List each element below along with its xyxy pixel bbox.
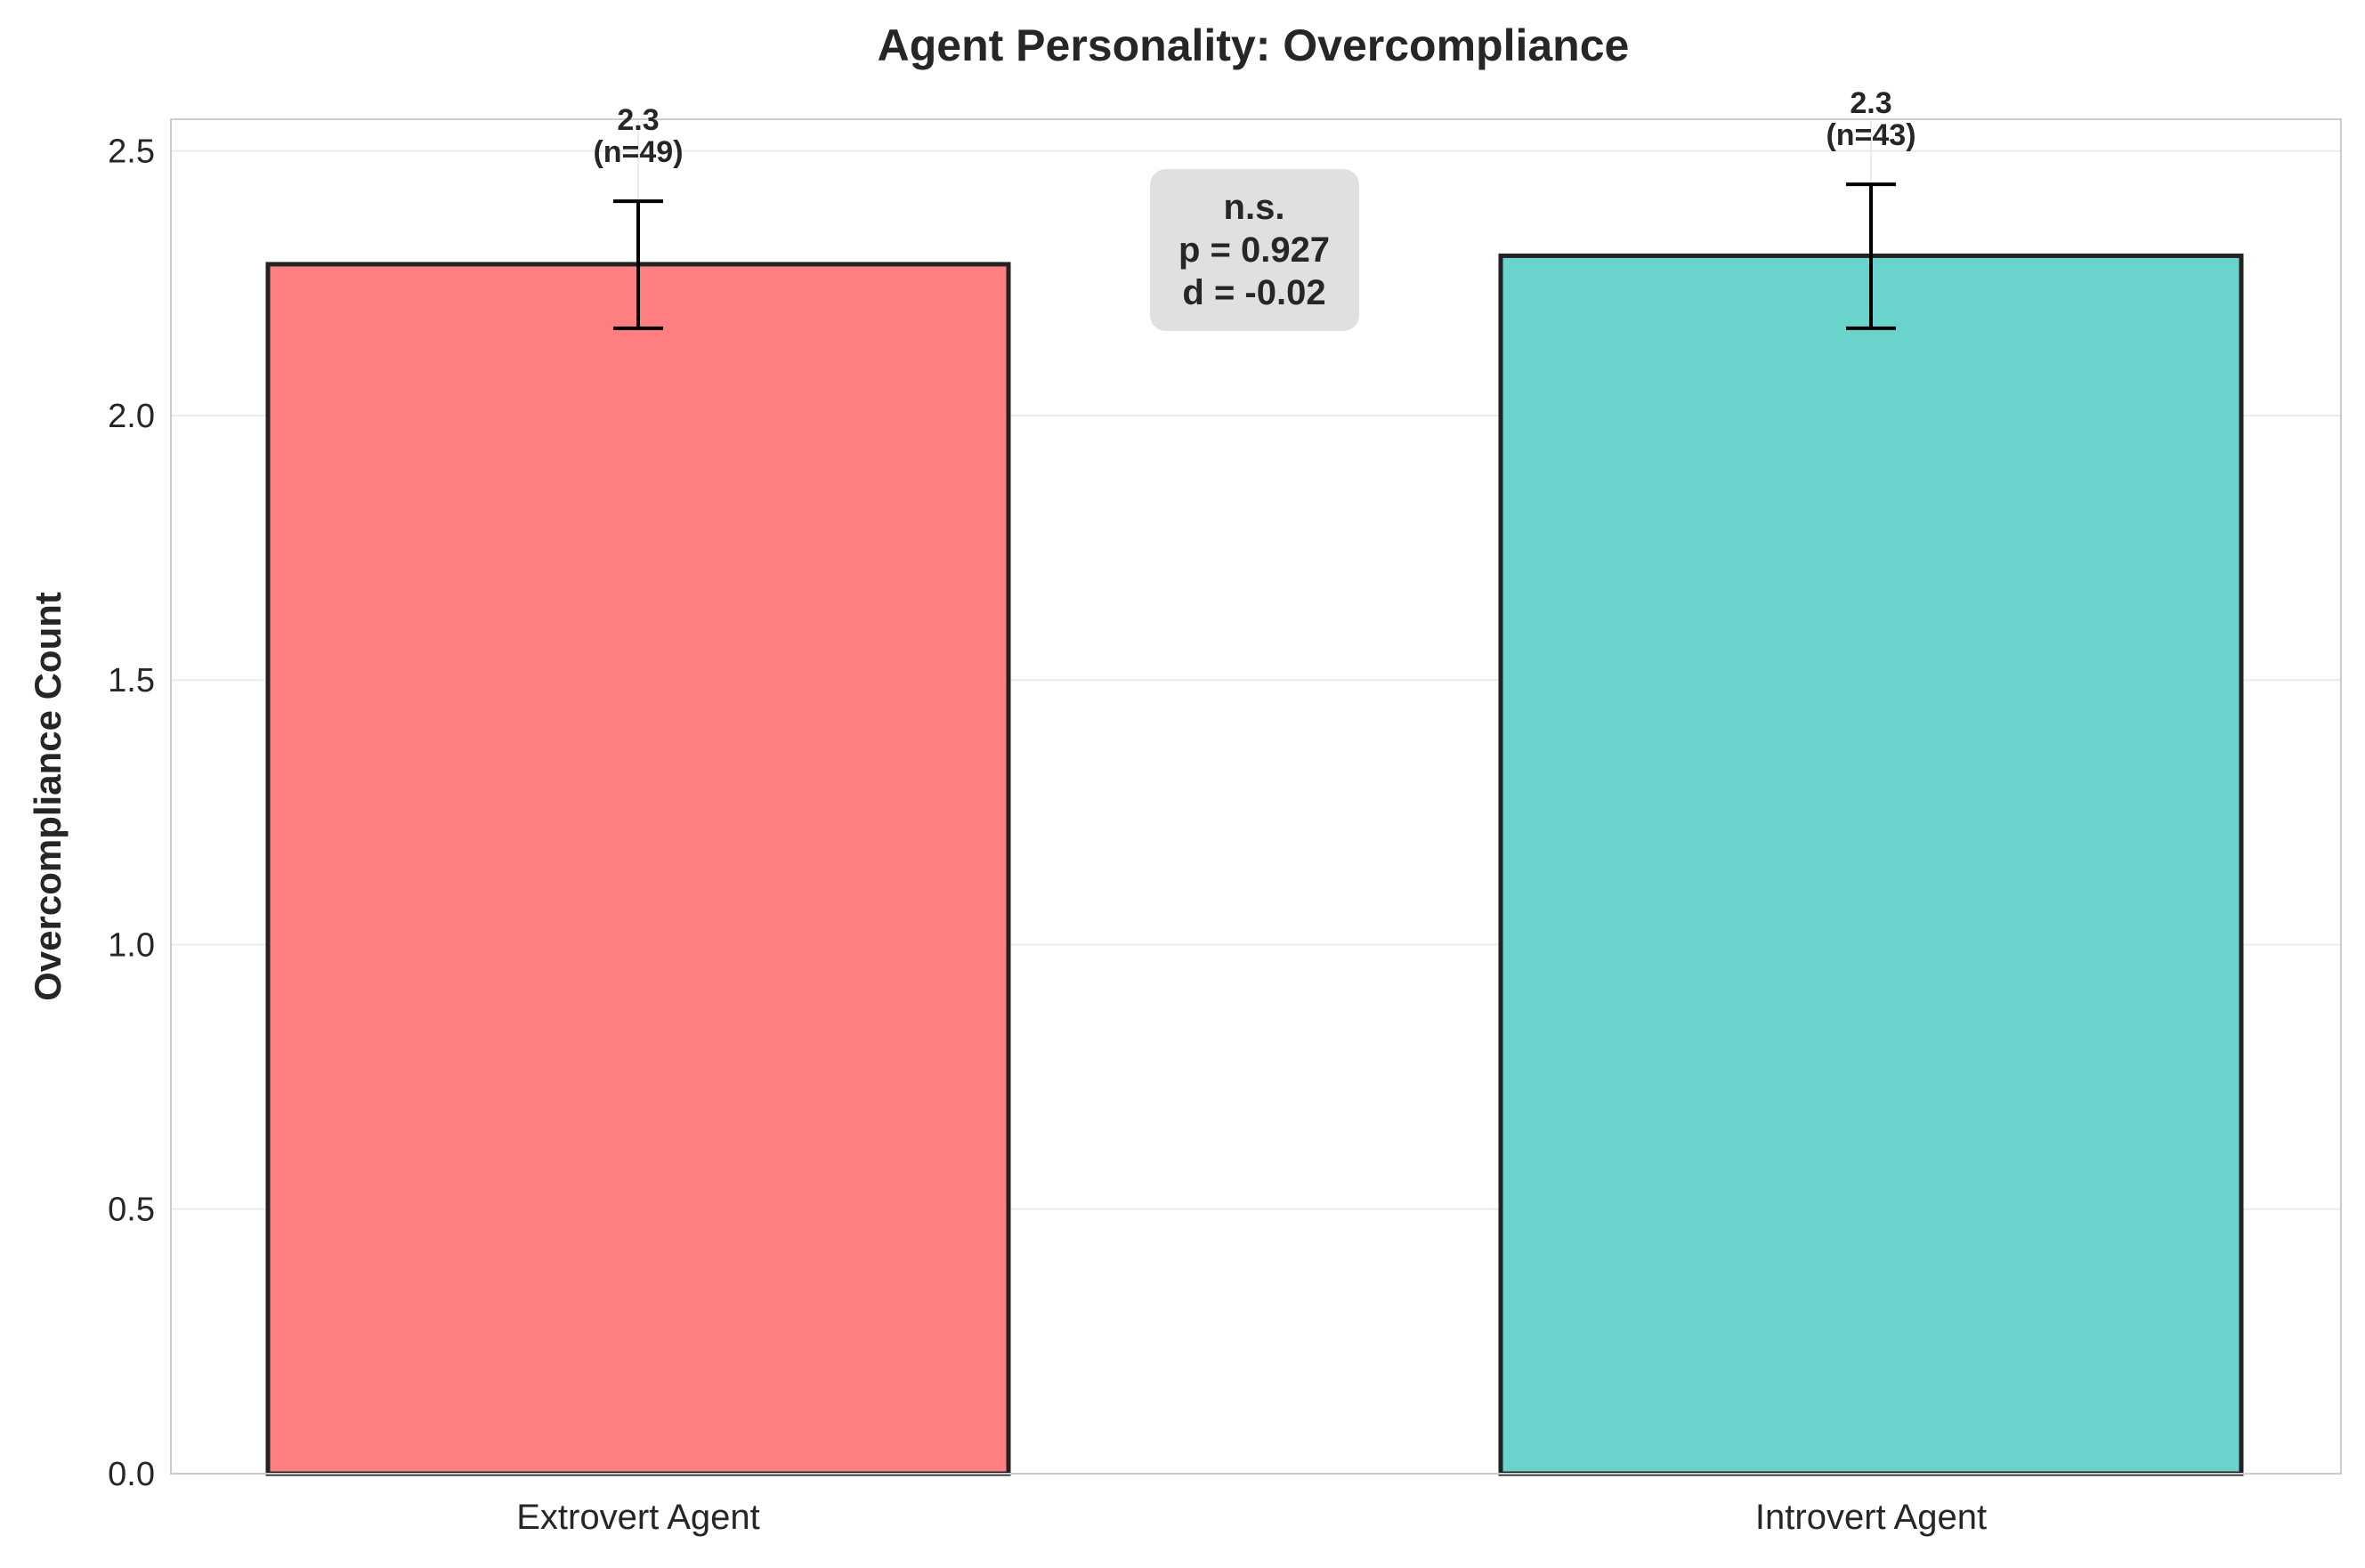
y-tick-label: 0.5 xyxy=(108,1192,155,1229)
x-tick-labels: Extrovert Agent Introvert Agent xyxy=(516,1498,1987,1537)
x-tick-label: Extrovert Agent xyxy=(516,1498,759,1537)
stats-annotation: n.s. p = 0.927 d = -0.02 xyxy=(1150,169,1359,331)
y-tick-label: 2.0 xyxy=(108,398,155,435)
error-bars xyxy=(613,182,1896,330)
x-tick-label: Introvert Agent xyxy=(1755,1498,1987,1537)
stats-line-p-value: p = 0.927 xyxy=(1178,230,1330,270)
y-tick-label: 1.5 xyxy=(108,662,155,699)
bar-n-label: (n=49) xyxy=(593,135,683,169)
stats-line-effect-size: d = -0.02 xyxy=(1182,273,1325,312)
bar-n-label: (n=43) xyxy=(1826,118,1915,152)
bar-value-label: 2.3 xyxy=(617,103,659,137)
y-axis-label: Overcompliance Count xyxy=(27,592,69,1001)
bars xyxy=(265,253,2244,1476)
chart-title: Agent Personality: Overcompliance xyxy=(878,20,1630,70)
stats-box xyxy=(1150,169,1359,331)
bar xyxy=(1498,253,2244,1476)
stats-line-significance: n.s. xyxy=(1224,188,1285,227)
y-tick-label: 1.0 xyxy=(108,926,155,964)
y-tick-labels: 0.0 0.5 1.0 1.5 2.0 2.5 xyxy=(108,133,155,1493)
plot-frame xyxy=(170,118,2342,1475)
y-tick-label: 2.5 xyxy=(108,133,155,171)
bar-value-labels: 2.3(n=49)2.3(n=43) xyxy=(593,86,1915,169)
bar xyxy=(265,262,1011,1476)
y-tick-label: 0.0 xyxy=(108,1456,155,1493)
bar-value-label: 2.3 xyxy=(1850,86,1891,120)
